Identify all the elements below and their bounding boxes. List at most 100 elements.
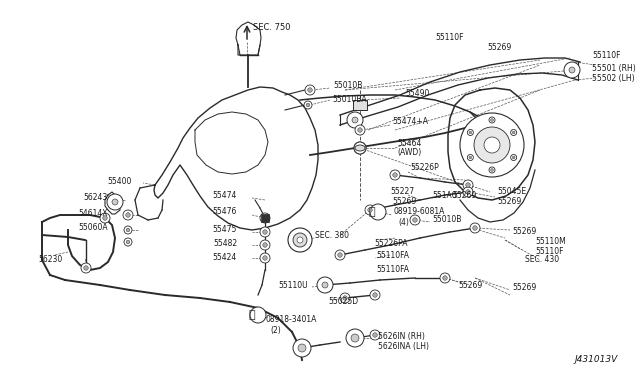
Text: 55502 (LH): 55502 (LH)	[592, 74, 635, 83]
Circle shape	[346, 329, 364, 347]
Circle shape	[466, 190, 470, 194]
Circle shape	[263, 256, 268, 260]
Circle shape	[304, 101, 312, 109]
Circle shape	[107, 194, 123, 210]
Text: 08919-6081A: 08919-6081A	[393, 208, 444, 217]
Text: 55475: 55475	[212, 225, 237, 234]
Circle shape	[338, 253, 342, 257]
Circle shape	[358, 128, 362, 132]
Circle shape	[466, 183, 470, 187]
Text: 55010B: 55010B	[432, 215, 461, 224]
Circle shape	[470, 223, 480, 233]
Text: 56243: 56243	[84, 193, 108, 202]
Text: 55110F: 55110F	[535, 247, 563, 257]
Circle shape	[322, 282, 328, 288]
Circle shape	[260, 253, 270, 263]
Text: 55010BA: 55010BA	[332, 96, 367, 105]
Circle shape	[351, 334, 359, 342]
Circle shape	[440, 273, 450, 283]
Circle shape	[260, 227, 270, 237]
Circle shape	[489, 167, 495, 173]
Circle shape	[81, 263, 91, 273]
FancyBboxPatch shape	[353, 100, 367, 110]
FancyBboxPatch shape	[261, 214, 269, 222]
Circle shape	[443, 276, 447, 280]
Text: 55269: 55269	[512, 228, 536, 237]
Circle shape	[370, 204, 386, 220]
Circle shape	[370, 290, 380, 300]
Circle shape	[306, 103, 310, 107]
Circle shape	[372, 333, 377, 337]
Circle shape	[298, 344, 306, 352]
Circle shape	[126, 240, 130, 244]
Text: (AWD): (AWD)	[397, 148, 421, 157]
Circle shape	[297, 237, 303, 243]
Circle shape	[463, 187, 473, 197]
Text: 55269: 55269	[497, 198, 521, 206]
Circle shape	[124, 226, 132, 234]
Text: 55060A: 55060A	[78, 224, 108, 232]
Text: 55474+A: 55474+A	[392, 118, 428, 126]
Circle shape	[112, 199, 118, 205]
Text: 55474: 55474	[212, 192, 237, 201]
Text: 55269: 55269	[512, 283, 536, 292]
Text: 55025D: 55025D	[328, 298, 358, 307]
Text: J431013V: J431013V	[575, 356, 618, 365]
Text: (2): (2)	[270, 326, 281, 334]
Circle shape	[343, 296, 348, 300]
Text: 08918-3401A: 08918-3401A	[265, 315, 316, 324]
Circle shape	[263, 243, 268, 247]
Text: 55269: 55269	[487, 44, 511, 52]
Text: 55424: 55424	[212, 253, 237, 263]
Circle shape	[100, 213, 110, 223]
Circle shape	[368, 208, 372, 212]
Text: 55110M: 55110M	[535, 237, 566, 247]
Text: SEC. 750: SEC. 750	[253, 23, 291, 32]
Circle shape	[288, 228, 312, 252]
Text: 5626IN (RH): 5626IN (RH)	[378, 331, 425, 340]
Circle shape	[354, 142, 366, 154]
Circle shape	[484, 137, 500, 153]
Circle shape	[263, 216, 268, 220]
Circle shape	[469, 156, 472, 159]
Text: 55490: 55490	[405, 90, 429, 99]
Text: 55501 (RH): 55501 (RH)	[592, 64, 636, 73]
Circle shape	[393, 173, 397, 177]
Circle shape	[491, 119, 493, 121]
Text: 55110F: 55110F	[435, 33, 463, 42]
Circle shape	[293, 233, 307, 247]
Circle shape	[125, 213, 131, 217]
Text: 55010B: 55010B	[333, 81, 362, 90]
Circle shape	[410, 215, 420, 225]
Circle shape	[467, 154, 474, 160]
Circle shape	[103, 216, 108, 220]
Circle shape	[473, 226, 477, 230]
Circle shape	[372, 293, 377, 297]
Text: 56230: 56230	[38, 256, 62, 264]
Circle shape	[370, 330, 380, 340]
Text: 55110U: 55110U	[278, 280, 308, 289]
Circle shape	[512, 156, 515, 159]
Text: 55476: 55476	[212, 208, 237, 217]
Circle shape	[124, 238, 132, 246]
Circle shape	[335, 250, 345, 260]
Circle shape	[263, 230, 268, 234]
Circle shape	[489, 117, 495, 123]
Circle shape	[469, 131, 472, 134]
Circle shape	[569, 67, 575, 73]
Circle shape	[357, 145, 363, 151]
Ellipse shape	[355, 145, 365, 151]
Circle shape	[260, 240, 270, 250]
Text: 55482: 55482	[213, 240, 237, 248]
Text: 55269: 55269	[458, 280, 483, 289]
Text: 55227: 55227	[390, 187, 414, 196]
Circle shape	[413, 218, 417, 222]
Text: SEC. 430: SEC. 430	[525, 256, 559, 264]
Circle shape	[305, 85, 315, 95]
Circle shape	[474, 127, 510, 163]
Circle shape	[123, 210, 133, 220]
Circle shape	[460, 113, 524, 177]
Text: 55269: 55269	[392, 198, 416, 206]
Circle shape	[354, 142, 366, 154]
Text: 55269: 55269	[452, 192, 476, 201]
